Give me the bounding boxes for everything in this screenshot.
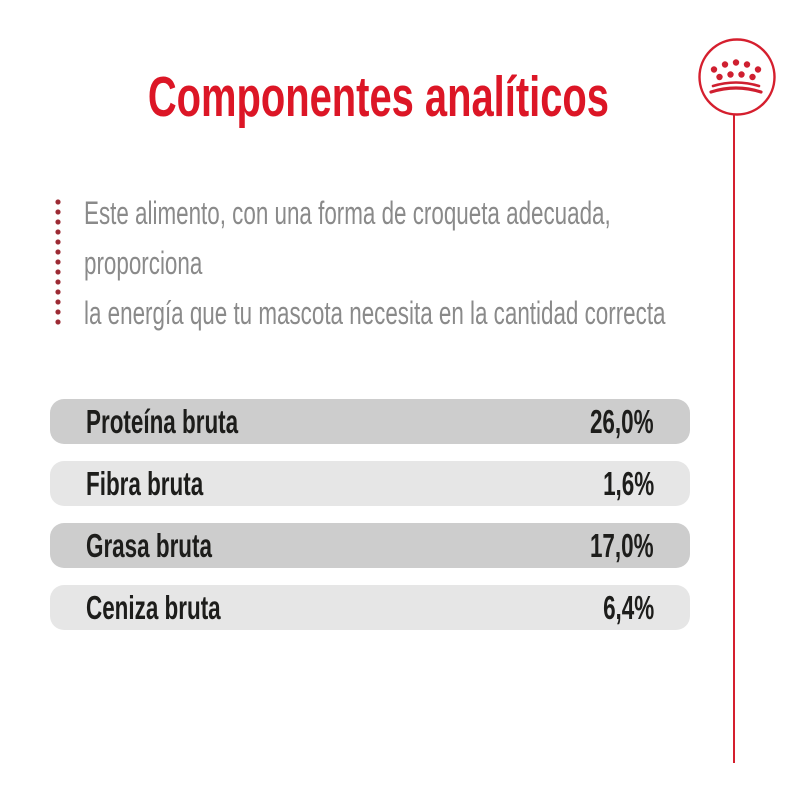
component-value: 1,6% [602, 464, 654, 502]
analytical-components-table: Proteína bruta 26,0% Fibra bruta 1,6% Gr… [50, 399, 690, 647]
intro-line-2-text: proporciona [84, 245, 203, 281]
intro-text: Este alimento, con una forma de croqueta… [84, 188, 800, 338]
table-row-ceniza-bruta: Ceniza bruta 6,4% [50, 585, 690, 630]
intro-line-1-text: Este alimento, con una forma de croqueta… [84, 195, 611, 231]
component-label: Ceniza bruta [86, 588, 221, 626]
component-value: 17,0% [590, 526, 654, 564]
dotted-accent-line [55, 197, 61, 327]
intro-line: Este alimento, con una forma de croqueta… [84, 188, 800, 238]
vertical-divider-line [733, 115, 735, 763]
component-label: Fibra bruta [86, 464, 204, 502]
royal-canin-logo [697, 37, 777, 117]
intro-line: proporciona [84, 238, 800, 288]
table-row-fibra-bruta: Fibra bruta 1,6% [50, 461, 690, 506]
component-value: 6,4% [602, 588, 654, 626]
intro-line: la energía que tu mascota necesita en la… [84, 288, 800, 338]
table-row-proteina-bruta: Proteína bruta 26,0% [50, 399, 690, 444]
page-title: Componentes analíticos [0, 64, 756, 130]
component-label: Proteína bruta [86, 402, 239, 440]
intro-line-3-text: la energía que tu mascota necesita en la… [84, 295, 666, 331]
table-row-grasa-bruta: Grasa bruta 17,0% [50, 523, 690, 568]
crown-icon [698, 38, 776, 116]
page-title-text: Componentes analíticos [147, 65, 609, 129]
component-value: 26,0% [590, 402, 654, 440]
component-label: Grasa bruta [86, 526, 212, 564]
